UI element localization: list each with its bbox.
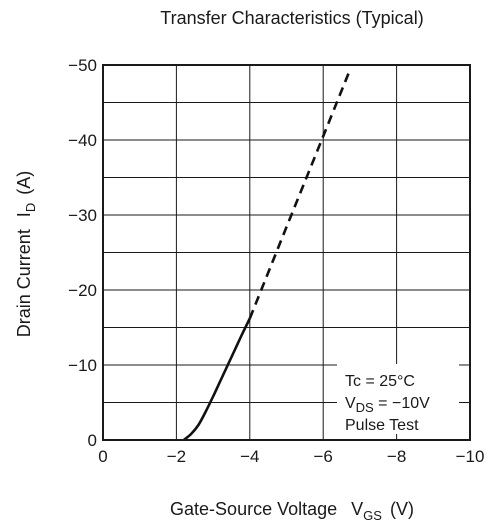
x-axis-title: Gate-Source Voltage VGS (V) — [170, 499, 414, 523]
chart-title: Transfer Characteristics (Typical) — [160, 8, 423, 28]
x-tick-label: −6 — [314, 447, 333, 466]
grid-lines — [103, 65, 470, 440]
annotation-pulse-test: Pulse Test — [345, 417, 419, 434]
tick-labels: 0 −2 −4 −6 −8 −10 0 −10 −20 −30 −40 −50 — [68, 56, 484, 466]
x-axis-symbol: V — [351, 499, 363, 519]
y-tick-label: −50 — [68, 56, 97, 75]
y-tick-label: 0 — [88, 431, 97, 450]
x-tick-label: −8 — [387, 447, 406, 466]
x-axis-subscript: GS — [363, 508, 382, 523]
y-axis-symbol: I — [14, 212, 34, 217]
annotation-vds: VDS = −10V — [345, 395, 430, 415]
x-tick-label: 0 — [98, 447, 107, 466]
plot-frame — [102, 64, 471, 441]
y-axis-subscript: D — [23, 203, 38, 212]
x-tick-label: −2 — [167, 447, 186, 466]
x-axis-title-main: Gate-Source Voltage — [170, 499, 337, 519]
y-tick-label: −30 — [68, 206, 97, 225]
annotation-temperature: Tc = 25°C — [345, 373, 415, 390]
x-tick-label: −4 — [240, 447, 259, 466]
y-tick-label: −10 — [68, 356, 97, 375]
series-group — [182, 72, 351, 442]
annotation-vds-subscript: DS — [356, 400, 374, 415]
annotation-vds-value: = −10V — [374, 395, 430, 412]
y-axis-title: Drain Current ID (A) — [14, 171, 38, 337]
annotation-box — [337, 364, 459, 434]
x-axis-unit: (V) — [390, 499, 414, 519]
y-axis-title-main: Drain Current — [14, 229, 34, 337]
series-line-solid — [182, 317, 251, 442]
y-tick-label: −40 — [68, 131, 97, 150]
x-tick-label: −10 — [456, 447, 485, 466]
y-axis-unit: (A) — [14, 171, 34, 195]
annotation-vds-symbol: V — [345, 395, 356, 412]
series-line-dashed — [248, 72, 351, 319]
y-tick-label: −20 — [68, 281, 97, 300]
